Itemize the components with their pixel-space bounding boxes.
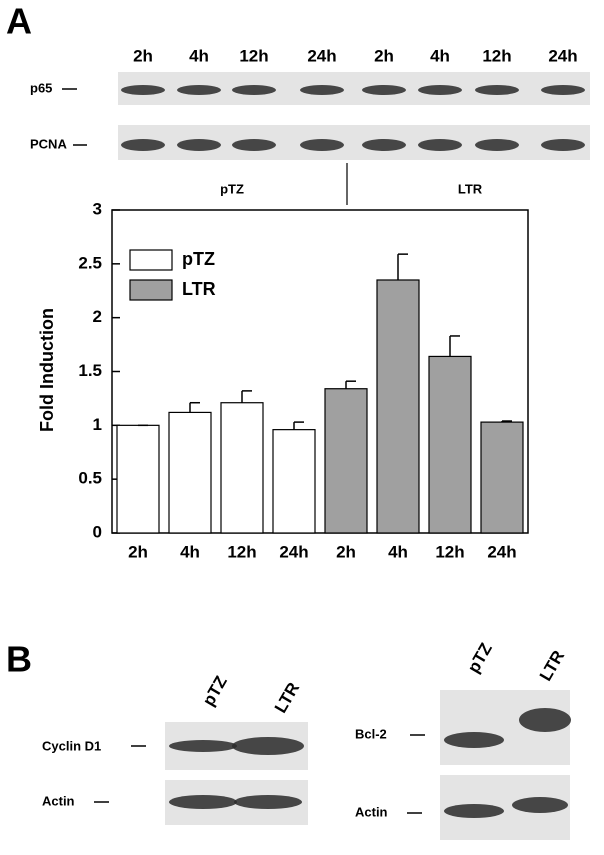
lane-label: pTZ [464, 640, 496, 676]
lane-label: 4h [430, 46, 450, 65]
bar [168, 411, 212, 534]
error-bar [345, 380, 356, 389]
x-tick-label: 4h [180, 542, 200, 561]
band [444, 804, 504, 818]
x-tick-label: 4h [388, 542, 408, 561]
bar [116, 424, 160, 534]
band [300, 139, 344, 151]
lane-label: 24h [548, 46, 577, 65]
lane-label: 2h [133, 46, 153, 65]
y-tick-label: 2.5 [78, 253, 102, 272]
band [169, 795, 237, 809]
y-tick-label: 1 [93, 415, 102, 434]
error-bar [449, 335, 460, 357]
y-tick-label: 0 [93, 522, 102, 541]
x-tick-label: 12h [227, 542, 256, 561]
y-tick-label: 2 [93, 307, 102, 326]
band [362, 85, 406, 95]
y-tick-label: 0.5 [78, 469, 102, 488]
lane-label: LTR [536, 647, 568, 684]
bar [480, 421, 524, 534]
lane-label: 12h [482, 46, 511, 65]
blot-label: Actin [42, 793, 75, 808]
band [418, 139, 462, 151]
lane-label: 4h [189, 46, 209, 65]
error-bar [241, 390, 252, 403]
band [444, 732, 504, 748]
band [177, 85, 221, 95]
blot-label: Actin [355, 804, 388, 819]
band [362, 139, 406, 151]
panel-label: A [6, 1, 32, 42]
x-tick-label: 2h [336, 542, 356, 561]
blot-label: Bcl-2 [355, 726, 387, 741]
x-tick-label: 24h [487, 542, 516, 561]
bar [324, 388, 368, 534]
band [169, 740, 237, 752]
error-bar [397, 253, 408, 280]
lane-label: 24h [307, 46, 336, 65]
legend-label: LTR [182, 279, 216, 299]
lane-label: LTR [271, 679, 303, 716]
lane-label: 2h [374, 46, 394, 65]
group-label: LTR [458, 181, 483, 196]
error-bar [293, 421, 304, 430]
lane-label: pTZ [199, 673, 231, 709]
y-tick-label: 3 [93, 199, 102, 218]
bar [220, 402, 264, 534]
x-tick-label: 12h [435, 542, 464, 561]
band [418, 85, 462, 95]
band [234, 795, 302, 809]
band [541, 139, 585, 151]
band [519, 708, 571, 732]
bar [376, 279, 420, 534]
band [541, 85, 585, 95]
legend-swatch [129, 279, 173, 301]
blot-label: Cyclin D1 [42, 738, 101, 753]
band [177, 139, 221, 151]
band [300, 85, 344, 95]
panel-label: B [6, 639, 32, 680]
bar [272, 429, 316, 534]
band [121, 139, 165, 151]
band [512, 797, 568, 813]
band [121, 85, 165, 95]
error-bar [501, 420, 512, 423]
band [232, 737, 304, 755]
legend-swatch [129, 249, 173, 271]
group-label: pTZ [220, 181, 244, 196]
band [232, 139, 276, 151]
lane-label: 12h [239, 46, 268, 65]
band [475, 139, 519, 151]
legend-label: pTZ [182, 249, 215, 269]
x-tick-label: 24h [279, 542, 308, 561]
blot-label: PCNA [30, 136, 67, 151]
x-tick-label: 2h [128, 542, 148, 561]
y-axis-label: Fold Induction [37, 308, 57, 432]
y-tick-label: 1.5 [78, 361, 102, 380]
blot-label: p65 [30, 80, 52, 95]
error-bar [189, 401, 200, 413]
band [475, 85, 519, 95]
bar [428, 355, 472, 534]
band [232, 85, 276, 95]
